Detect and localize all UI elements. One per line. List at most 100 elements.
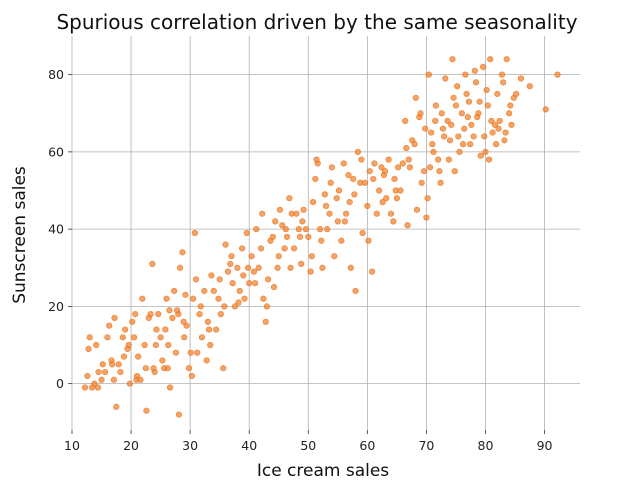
data-point bbox=[368, 268, 376, 275]
data-point bbox=[179, 249, 186, 256]
x-tick-label: 10 bbox=[64, 438, 80, 453]
data-point bbox=[350, 175, 357, 183]
data-point bbox=[126, 380, 133, 387]
data-point bbox=[132, 311, 139, 318]
data-point bbox=[293, 210, 300, 217]
data-point bbox=[117, 368, 124, 376]
data-point bbox=[234, 264, 241, 271]
data-point bbox=[316, 226, 324, 233]
data-point bbox=[196, 311, 203, 318]
data-point bbox=[340, 160, 347, 167]
data-point bbox=[429, 141, 436, 148]
data-point bbox=[276, 206, 284, 213]
data-point bbox=[381, 168, 389, 175]
data-point bbox=[150, 365, 157, 372]
data-point bbox=[98, 376, 105, 383]
data-point bbox=[465, 98, 473, 105]
x-tick-label: 50 bbox=[300, 438, 316, 453]
data-point bbox=[500, 79, 507, 86]
data-point bbox=[358, 156, 365, 163]
data-point bbox=[165, 341, 172, 349]
data-point bbox=[462, 71, 469, 78]
data-point bbox=[351, 191, 358, 198]
data-point bbox=[166, 384, 174, 391]
data-point bbox=[418, 179, 425, 186]
data-point bbox=[228, 253, 235, 260]
data-point bbox=[448, 121, 455, 128]
data-point bbox=[422, 125, 429, 132]
data-point bbox=[526, 83, 533, 90]
data-point bbox=[464, 114, 471, 121]
data-point bbox=[213, 326, 220, 333]
data-point bbox=[192, 276, 200, 283]
data-point bbox=[313, 156, 320, 163]
data-point bbox=[84, 372, 91, 380]
data-point bbox=[137, 376, 144, 383]
x-tick-label: 40 bbox=[241, 438, 257, 453]
data-point bbox=[413, 206, 421, 213]
data-point bbox=[111, 314, 118, 322]
y-tick-label: 40 bbox=[48, 222, 64, 237]
data-point bbox=[189, 295, 197, 302]
data-point bbox=[291, 245, 298, 252]
data-point bbox=[243, 229, 250, 237]
data-point bbox=[489, 129, 496, 136]
data-point bbox=[399, 160, 406, 167]
data-point bbox=[378, 164, 385, 171]
data-point bbox=[279, 222, 286, 229]
data-point bbox=[397, 187, 404, 194]
data-point bbox=[507, 102, 514, 109]
data-point bbox=[436, 168, 443, 175]
data-point bbox=[474, 114, 481, 121]
data-point bbox=[162, 326, 169, 333]
data-point bbox=[341, 218, 349, 225]
data-point bbox=[157, 334, 164, 341]
data-point bbox=[231, 303, 239, 310]
data-point bbox=[108, 357, 115, 364]
data-point bbox=[270, 283, 278, 291]
data-point bbox=[302, 226, 310, 233]
data-point bbox=[229, 280, 236, 287]
data-point bbox=[487, 56, 494, 63]
data-point bbox=[444, 117, 451, 125]
data-point bbox=[240, 272, 247, 279]
data-point bbox=[334, 218, 341, 225]
x-tick-label: 60 bbox=[359, 438, 375, 453]
data-point bbox=[298, 260, 305, 268]
data-point bbox=[390, 218, 397, 225]
data-point bbox=[220, 365, 227, 372]
data-point bbox=[309, 198, 317, 206]
data-point bbox=[227, 260, 234, 268]
data-point bbox=[250, 268, 258, 275]
data-point bbox=[485, 156, 493, 163]
data-point bbox=[481, 133, 488, 140]
data-point bbox=[215, 295, 222, 302]
data-point bbox=[85, 345, 92, 352]
data-point bbox=[459, 141, 467, 148]
data-point bbox=[142, 365, 149, 372]
data-point bbox=[135, 353, 142, 360]
data-point bbox=[175, 411, 183, 418]
data-point bbox=[468, 121, 475, 128]
data-point bbox=[143, 407, 150, 414]
data-point bbox=[412, 94, 419, 101]
data-point bbox=[239, 245, 246, 252]
data-point bbox=[305, 233, 312, 240]
data-point bbox=[327, 179, 334, 186]
data-point bbox=[335, 187, 343, 194]
data-point bbox=[185, 365, 193, 372]
data-point bbox=[508, 121, 515, 128]
data-points bbox=[81, 56, 561, 418]
data-point bbox=[458, 110, 465, 117]
data-point bbox=[450, 94, 457, 101]
data-point bbox=[194, 349, 201, 356]
data-point bbox=[252, 280, 259, 287]
data-point bbox=[445, 156, 452, 163]
data-point bbox=[482, 148, 489, 155]
y-tick-label: 80 bbox=[48, 67, 64, 82]
data-point bbox=[477, 152, 484, 159]
data-point bbox=[272, 218, 279, 225]
data-point bbox=[110, 376, 118, 383]
data-point bbox=[484, 102, 491, 109]
